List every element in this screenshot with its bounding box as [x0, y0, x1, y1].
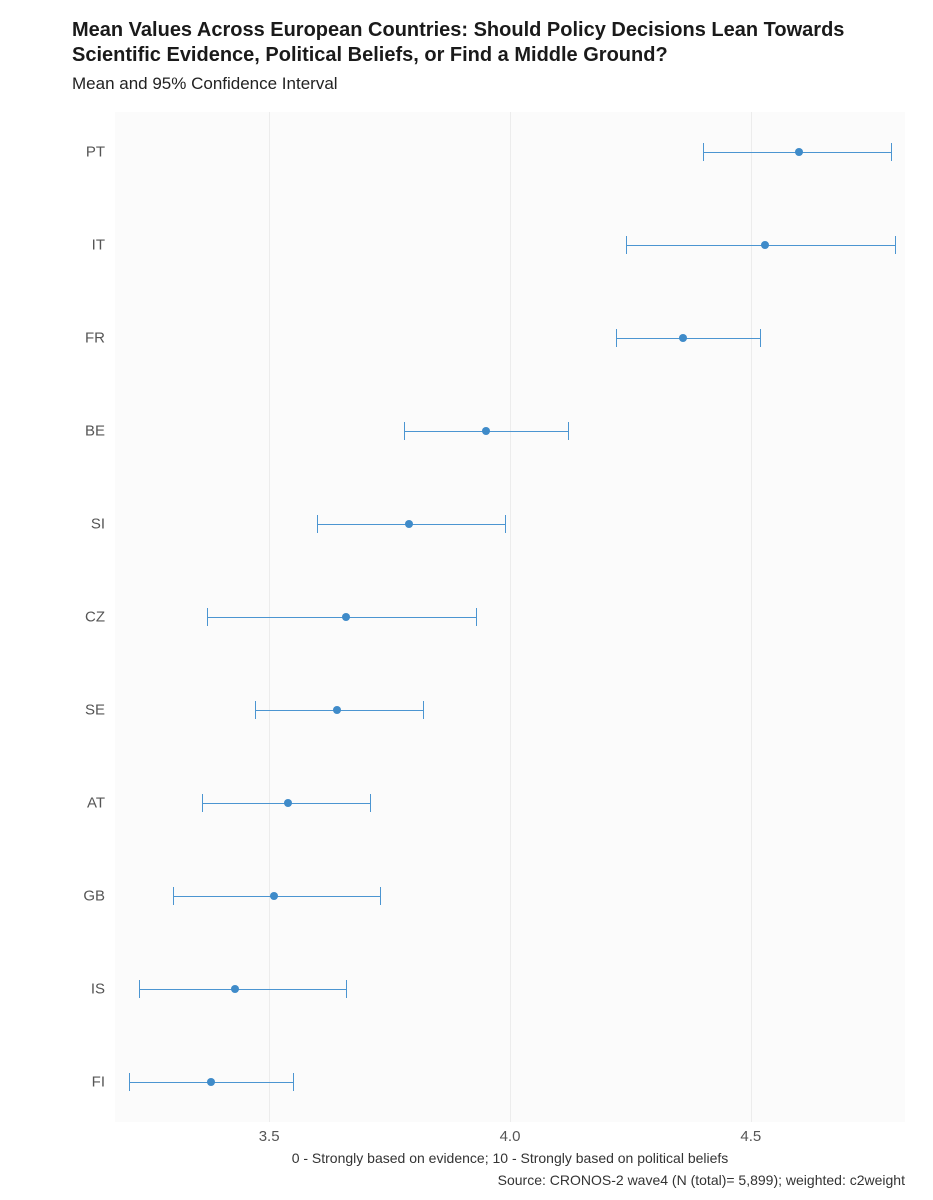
- error-bar-cap: [129, 1073, 130, 1091]
- chart-subtitle: Mean and 95% Confidence Interval: [72, 74, 338, 94]
- mean-point: [405, 520, 413, 528]
- error-bar-cap: [703, 143, 704, 161]
- mean-point: [342, 613, 350, 621]
- error-bar-cap: [568, 422, 569, 440]
- error-bar: [616, 338, 761, 339]
- x-tick-label: 4.0: [500, 1128, 521, 1145]
- y-tick-label: AT: [65, 795, 105, 812]
- error-bar-cap: [760, 329, 761, 347]
- error-bar-cap: [317, 515, 318, 533]
- y-tick-label: SI: [65, 516, 105, 533]
- mean-point: [761, 241, 769, 249]
- grid-line: [751, 112, 752, 1122]
- error-bar-cap: [346, 980, 347, 998]
- error-bar-cap: [173, 887, 174, 905]
- source-caption: Source: CRONOS-2 wave4 (N (total)= 5,899…: [115, 1172, 905, 1188]
- mean-point: [284, 799, 292, 807]
- error-bar-cap: [255, 701, 256, 719]
- error-bar-cap: [505, 515, 506, 533]
- y-tick-label: IS: [65, 981, 105, 998]
- y-tick-label: SE: [65, 702, 105, 719]
- y-tick-label: FR: [65, 330, 105, 347]
- plot-area: [115, 112, 905, 1122]
- y-tick-label: PT: [65, 144, 105, 161]
- mean-point: [270, 892, 278, 900]
- error-bar: [139, 989, 346, 990]
- error-bar-cap: [370, 794, 371, 812]
- x-axis-label: 0 - Strongly based on evidence; 10 - Str…: [115, 1150, 905, 1166]
- error-bar-cap: [423, 701, 424, 719]
- x-tick-label: 4.5: [740, 1128, 761, 1145]
- error-bar-cap: [891, 143, 892, 161]
- error-bar-cap: [139, 980, 140, 998]
- error-bar-cap: [202, 794, 203, 812]
- y-tick-label: GB: [65, 888, 105, 905]
- mean-point: [231, 985, 239, 993]
- mean-point: [333, 706, 341, 714]
- error-bar-cap: [626, 236, 627, 254]
- grid-line: [510, 112, 511, 1122]
- y-tick-label: BE: [65, 423, 105, 440]
- y-tick-label: IT: [65, 237, 105, 254]
- error-bar-cap: [895, 236, 896, 254]
- y-tick-label: CZ: [65, 609, 105, 626]
- y-tick-label: FI: [65, 1074, 105, 1091]
- error-bar-cap: [293, 1073, 294, 1091]
- mean-point: [795, 148, 803, 156]
- mean-point: [679, 334, 687, 342]
- mean-point: [482, 427, 490, 435]
- error-bar-cap: [616, 329, 617, 347]
- mean-point: [207, 1078, 215, 1086]
- page-root: Mean Values Across European Countries: S…: [0, 0, 933, 1200]
- error-bar-cap: [404, 422, 405, 440]
- x-tick-label: 3.5: [259, 1128, 280, 1145]
- error-bar-cap: [207, 608, 208, 626]
- chart-title: Mean Values Across European Countries: S…: [72, 18, 892, 68]
- error-bar-cap: [476, 608, 477, 626]
- error-bar-cap: [380, 887, 381, 905]
